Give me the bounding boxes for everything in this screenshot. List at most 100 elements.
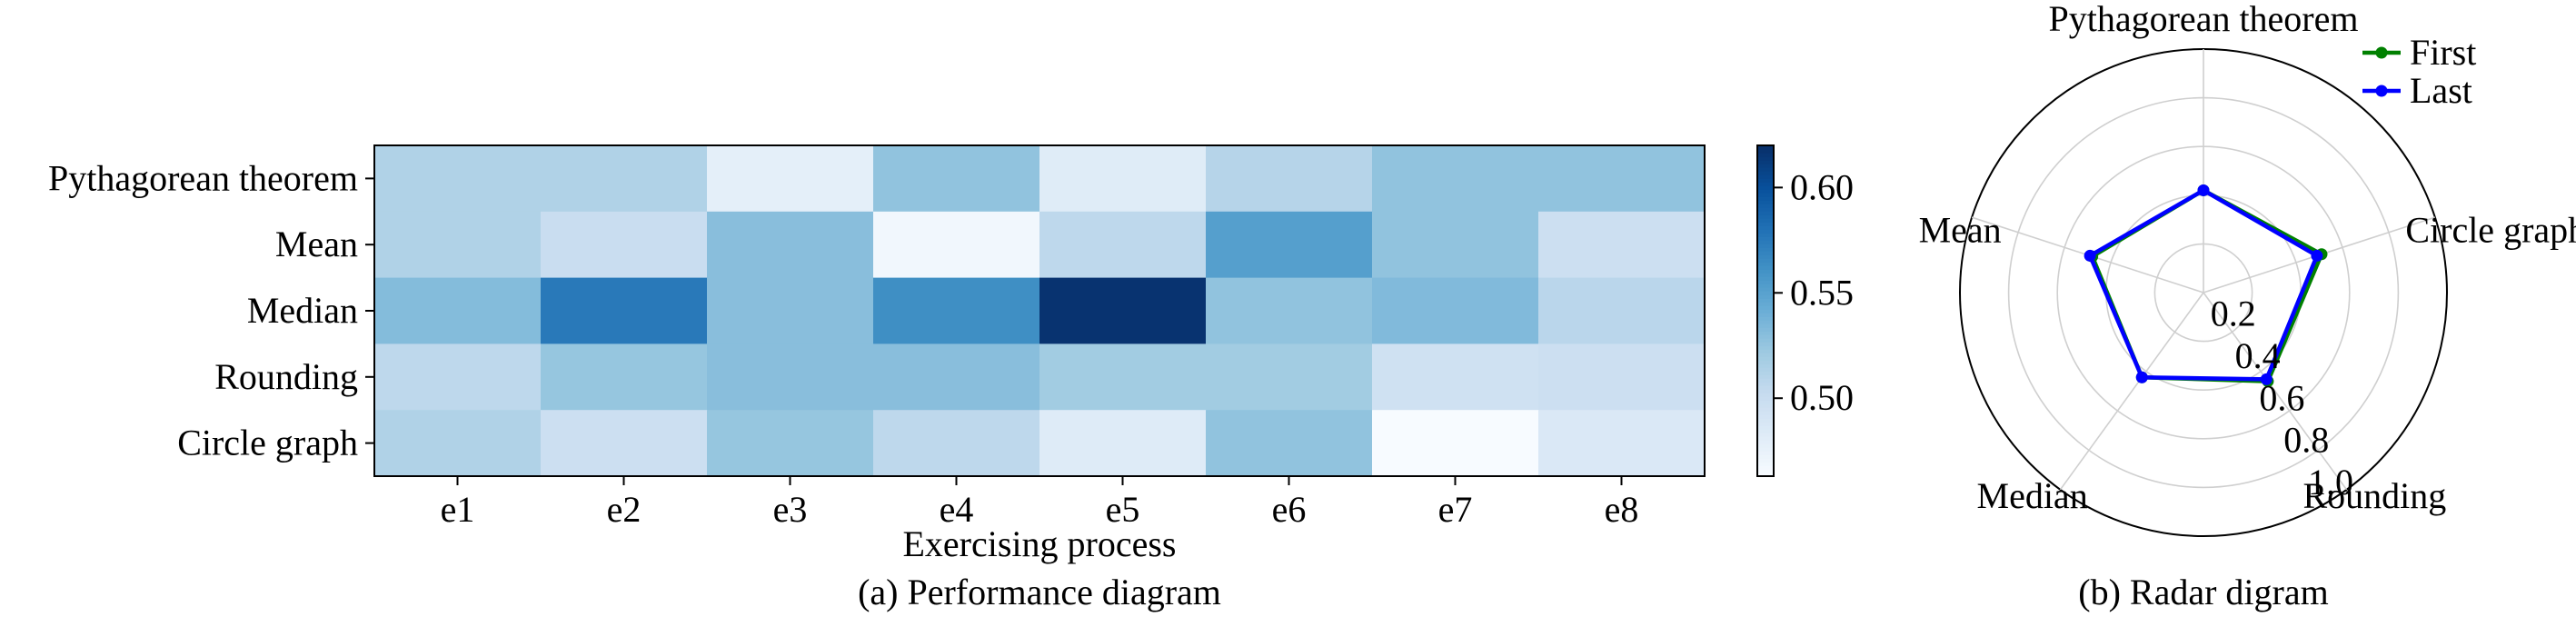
radar-series-point [2084, 249, 2096, 262]
colorbar-segment [1757, 211, 1774, 215]
heatmap-cell [873, 145, 1040, 213]
colorbar-segment [1757, 454, 1774, 459]
colorbar-segment [1757, 149, 1774, 154]
colorbar-segment [1757, 382, 1774, 386]
heatmap-cell [1039, 277, 1207, 344]
colorbar-segment [1757, 429, 1774, 433]
heatmap-caption: (a) Performance diagram [858, 572, 1221, 612]
colorbar-segment [1757, 378, 1774, 383]
heatmap-cell [1206, 277, 1373, 344]
heatmap-cell [1372, 410, 1539, 477]
heatmap-cell [374, 410, 542, 477]
colorbar-segment [1757, 458, 1774, 463]
colorbar-segment [1757, 164, 1774, 168]
radar-axis-label: Rounding [2303, 475, 2447, 516]
colorbar-segment [1757, 229, 1774, 234]
heatmap-x-tick-label: e4 [940, 489, 974, 530]
heatmap-cell [1372, 145, 1539, 213]
colorbar-segment [1757, 433, 1774, 437]
heatmap-cell [541, 410, 708, 477]
heatmap-cell [1039, 410, 1207, 477]
colorbar-segment [1757, 385, 1774, 390]
colorbar-segment [1757, 342, 1774, 346]
heatmap-y-tick-label: Rounding [214, 356, 358, 397]
colorbar-segment [1757, 418, 1774, 423]
colorbar-segment [1757, 182, 1774, 186]
colorbar: 0.50 0.55 0.60 [1756, 144, 1854, 477]
colorbar-segment [1757, 244, 1774, 248]
colorbar-segment [1757, 193, 1774, 197]
heatmap-cell [1206, 145, 1373, 213]
colorbar-segment [1757, 469, 1774, 473]
colorbar-segment [1757, 222, 1774, 226]
colorbar-segment [1757, 462, 1774, 466]
colorbar-segment [1757, 313, 1774, 317]
heatmap-x-tick-label: e6 [1272, 489, 1307, 530]
heatmap-cell [374, 211, 542, 279]
colorbar-segment [1757, 320, 1774, 324]
colorbar-segment [1757, 473, 1774, 477]
colorbar-segment [1757, 374, 1774, 379]
colorbar-segment [1757, 218, 1774, 223]
colorbar-segment [1757, 403, 1774, 408]
heatmap-cell [1039, 145, 1207, 213]
colorbar-segment [1757, 167, 1774, 172]
heatmap-chart: Pythagorean theorem Mean Median Rounding Cir… [48, 144, 1706, 612]
colorbar-tick-label: 0.55 [1790, 272, 1854, 313]
colorbar-segment [1757, 353, 1774, 357]
colorbar-segment [1757, 236, 1774, 241]
radar-radial-tick-label: 1.0 [2308, 462, 2353, 503]
colorbar-segment [1757, 178, 1774, 183]
colorbar-segment [1757, 414, 1774, 419]
radar-spoke [2059, 292, 2204, 491]
colorbar-segment [1757, 273, 1774, 277]
heatmap-cell [707, 277, 874, 344]
colorbar-segment [1757, 440, 1774, 444]
heatmap-cell [541, 211, 708, 279]
colorbar-segment [1757, 422, 1774, 426]
legend-marker [2375, 46, 2388, 59]
radar-radial-ticks: 0.20.40.60.81.0 [2211, 293, 2353, 503]
radar-radial-tick-label: 0.2 [2211, 293, 2256, 333]
colorbar-segment [1757, 247, 1774, 252]
colorbar-segment [1757, 251, 1774, 255]
colorbar-segment [1757, 269, 1774, 274]
heatmap-cell [707, 145, 874, 213]
heatmap-y-tick-label: Median [247, 290, 358, 331]
colorbar-segment [1757, 254, 1774, 259]
heatmap-cell [873, 211, 1040, 279]
radar-radial-tick-label: 0.8 [2283, 420, 2329, 461]
colorbar-gradient [1757, 145, 1774, 477]
heatmap-cell [1206, 343, 1373, 411]
colorbar-segment [1757, 302, 1774, 306]
colorbar-segment [1757, 360, 1774, 364]
heatmap-y-ticks: Pythagorean theorem Mean Median Rounding Cir… [48, 157, 374, 463]
colorbar-segment [1757, 204, 1774, 208]
colorbar-segment [1757, 284, 1774, 288]
radar-axis-label: Median [1977, 475, 2088, 516]
colorbar-segment [1757, 280, 1774, 284]
legend-label: Last [2410, 70, 2472, 111]
radar-radial-tick-label: 0.6 [2259, 377, 2304, 418]
colorbar-segment [1757, 465, 1774, 470]
heatmap-cell [1039, 343, 1207, 411]
heatmap-cell [707, 410, 874, 477]
heatmap-cell [541, 145, 708, 213]
heatmap-cell [1206, 410, 1373, 477]
heatmap-cell [1206, 211, 1373, 279]
colorbar-segment [1757, 214, 1774, 219]
colorbar-segment [1757, 185, 1774, 190]
heatmap-x-ticks: e1 e2 e3 e4 e5 e6 e7 e8 [441, 476, 1638, 530]
colorbar-frame [1756, 144, 1775, 477]
heatmap-cell [374, 343, 542, 411]
colorbar-segment [1757, 393, 1774, 397]
colorbar-segment [1757, 174, 1774, 179]
colorbar-segment [1757, 447, 1774, 452]
heatmap-cell [707, 343, 874, 411]
radar-grid [1959, 48, 2448, 537]
heatmap-cell [1538, 277, 1706, 344]
colorbar-segment [1757, 258, 1774, 263]
colorbar-segment [1757, 160, 1774, 164]
heatmap-x-tick-label: e3 [773, 489, 808, 530]
